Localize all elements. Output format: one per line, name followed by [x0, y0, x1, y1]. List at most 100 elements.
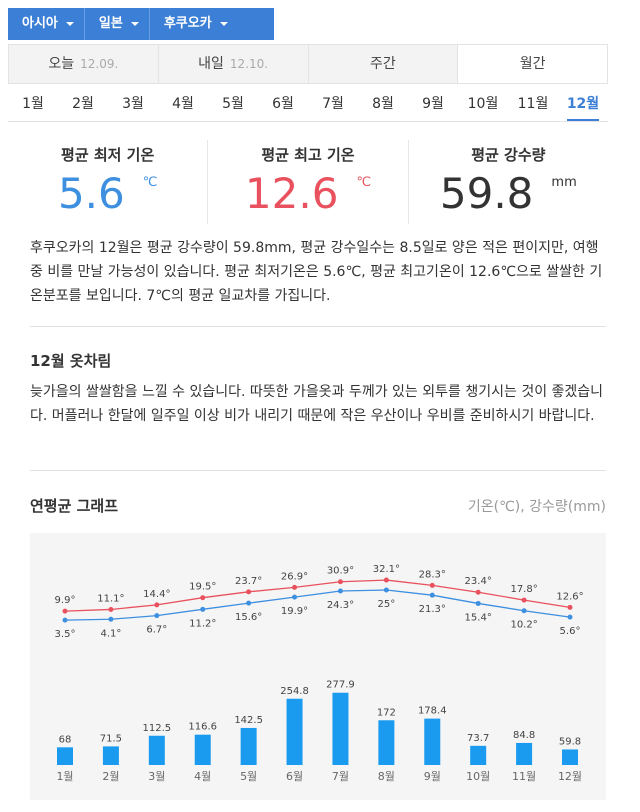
tab-label: 오늘 — [48, 56, 75, 72]
stat-value-row: 59.8 mm — [409, 169, 608, 218]
point-label: 19.9° — [281, 606, 308, 617]
month-tab[interactable]: 3월 — [108, 86, 158, 121]
bar-value-label: 84.8 — [513, 730, 535, 741]
tab-label: 내일 — [198, 56, 224, 72]
tab-date: 12.10. — [229, 57, 269, 71]
month-label: 6월 — [272, 96, 294, 112]
bar — [286, 698, 303, 765]
bar — [424, 718, 441, 765]
point — [337, 588, 343, 594]
month-tab[interactable]: 2월 — [58, 86, 108, 121]
point-label: 9.9° — [55, 595, 76, 606]
month-label: 10월 — [467, 96, 499, 112]
stats: 평균 최저 기온 5.6 ℃ 평균 최고 기온 12.6 ℃ 평균 강수량 59.8 mm — [8, 130, 608, 230]
point-label: 24.3° — [327, 600, 354, 611]
x-tick-label: 5월 — [240, 770, 257, 783]
month-tab[interactable]: 7월 — [308, 86, 358, 121]
point — [521, 608, 527, 614]
stat-label: 평균 최고 기온 — [261, 146, 355, 164]
x-tick-label: 11월 — [512, 770, 536, 783]
point-label: 21.3° — [419, 604, 446, 615]
month-tab[interactable]: 9월 — [408, 86, 458, 121]
stat-value-row: 5.6 ℃ — [8, 169, 207, 218]
point-label: 12.6° — [556, 591, 583, 602]
stat-label: 평균 강수량 — [471, 146, 546, 164]
point-label: 19.5° — [189, 582, 216, 593]
point — [246, 589, 252, 595]
point — [62, 608, 68, 614]
point — [383, 587, 389, 593]
point — [337, 579, 343, 585]
chart: 1월 2월 3월 4월 5월 6월 7월 8월 9월 10월 11월 12월 9.9° 11.1° 14.4… — [30, 533, 606, 800]
chart-title: 연평균 그래프 — [30, 497, 119, 515]
month-tab[interactable]: 4월 — [158, 86, 208, 121]
x-tick-label: 4월 — [194, 770, 211, 783]
month-label: 5월 — [222, 96, 244, 112]
point-label: 15.6° — [235, 612, 262, 623]
month-tab[interactable]: 1월 — [8, 86, 58, 121]
month-tab[interactable]: 5월 — [208, 86, 258, 121]
point — [200, 595, 206, 601]
point — [567, 614, 573, 620]
stat: 평균 최고 기온 12.6 ℃ — [208, 140, 409, 224]
point — [154, 613, 160, 619]
x-tick-label: 1월 — [56, 770, 73, 783]
point-label: 28.3° — [419, 569, 446, 580]
bar — [378, 720, 395, 765]
point-label: 25° — [377, 599, 395, 610]
month-label: 2월 — [72, 96, 94, 112]
clothing-text: 늦가을의 쌀쌀함을 느낄 수 있습니다. 따뜻한 가을옷과 두께가 있는 외투를… — [30, 384, 604, 424]
point-label: 30.9° — [327, 566, 354, 577]
month-label: 9월 — [422, 96, 444, 112]
month-label: 7월 — [322, 96, 344, 112]
month-tab[interactable]: 12월 — [558, 86, 608, 121]
point — [246, 600, 252, 606]
point — [200, 606, 206, 612]
month-tab[interactable]: 8월 — [358, 86, 408, 121]
month-label: 3월 — [122, 96, 144, 112]
point-label: 26.9° — [281, 571, 308, 582]
stat: 평균 강수량 59.8 mm — [409, 140, 608, 224]
point — [62, 617, 68, 623]
point — [429, 582, 435, 588]
point — [567, 604, 573, 610]
bar-value-label: 142.5 — [234, 715, 263, 726]
month-label: 12월 — [566, 96, 600, 121]
month-tab[interactable]: 10월 — [458, 86, 508, 121]
stat-value: 12.6 — [244, 169, 339, 218]
tab[interactable]: 내일 12.10. — [159, 45, 309, 83]
month-label: 1월 — [22, 96, 44, 112]
stat: 평균 최저 기온 5.6 ℃ — [8, 140, 209, 224]
x-tick-label: 3월 — [148, 770, 165, 783]
bar — [240, 727, 257, 765]
month-tab[interactable]: 6월 — [258, 86, 308, 121]
breadcrumb-item[interactable]: 아시아 — [8, 8, 84, 40]
tab[interactable]: 월간 — [458, 45, 607, 83]
tab[interactable]: 주간 — [309, 45, 459, 83]
bar — [148, 735, 165, 765]
tab[interactable]: 오늘 12.09. — [9, 45, 159, 83]
month-bar: 1월 2월 3월 4월 5월 6월 7월 8월 9월 10월 11월 12월 — [8, 86, 608, 122]
bar-value-label: 178.4 — [418, 706, 447, 717]
bar-value-label: 254.8 — [280, 686, 309, 697]
bar-value-label: 71.5 — [100, 733, 122, 744]
point-label: 6.7° — [146, 625, 167, 636]
x-tick-label: 8월 — [378, 770, 395, 783]
month-label: 8월 — [372, 96, 394, 112]
x-tick-label: 10월 — [466, 770, 490, 783]
x-tick-label: 9월 — [424, 770, 441, 783]
point-label: 23.7° — [235, 576, 262, 587]
divider — [30, 470, 606, 471]
point — [383, 577, 389, 583]
breadcrumb-item[interactable]: 후쿠오카 — [148, 8, 238, 40]
breadcrumb-item[interactable]: 일본 — [83, 8, 149, 40]
point — [475, 600, 481, 606]
point-label: 14.4° — [143, 589, 170, 600]
point — [521, 597, 527, 603]
month-label: 11월 — [517, 96, 549, 112]
stat-value: 5.6 — [57, 169, 125, 218]
stat-value: 59.8 — [439, 169, 534, 218]
month-tab[interactable]: 11월 — [508, 86, 558, 121]
stat-unit: mm — [551, 175, 577, 190]
